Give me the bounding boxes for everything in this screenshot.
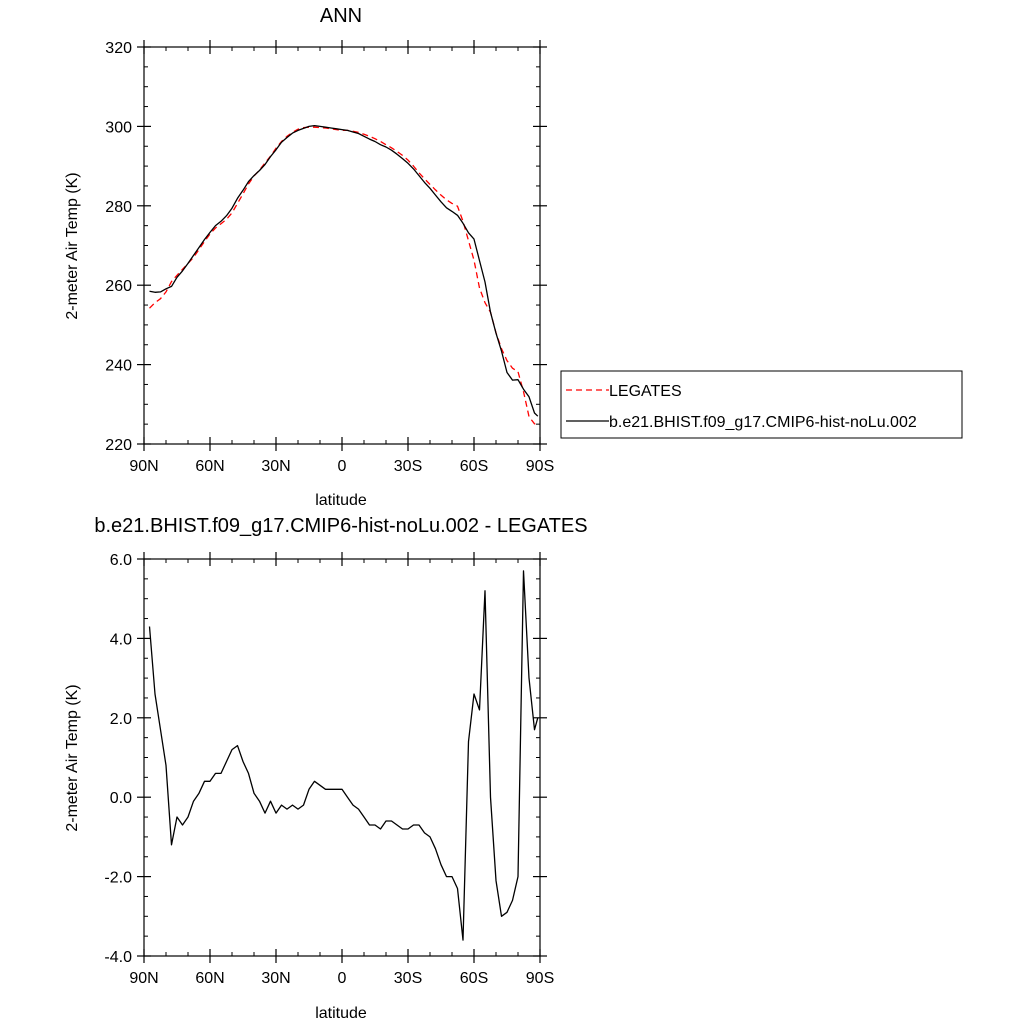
chart-title: ANN <box>320 5 362 27</box>
y-tick-label: -4.0 <box>104 949 132 966</box>
y-axis-label: 2-meter Air Temp (K) <box>64 684 81 831</box>
y-tick-label: 0.0 <box>110 790 132 807</box>
x-tick-label: 60S <box>460 970 488 987</box>
y-tick-label: 280 <box>105 199 132 216</box>
x-tick-label: 0 <box>338 458 347 475</box>
x-axis: 90N 60N 30N 0 30S 60S 90S <box>129 40 554 475</box>
y-tick-label: 300 <box>105 119 132 136</box>
legend-box <box>560 370 963 439</box>
x-tick-label: 90S <box>526 458 554 475</box>
plot-frame <box>143 46 541 445</box>
y-tick-label: 2.0 <box>110 711 132 728</box>
difference-panel: b.e21.BHIST.f09_g17.CMIP6-hist-noLu.002 … <box>64 515 588 1022</box>
x-tick-label: 30N <box>261 970 290 987</box>
legend-label-model: b.e21.BHIST.f09_g17.CMIP6-hist-noLu.002 <box>609 414 917 431</box>
y-tick-label: 4.0 <box>110 631 132 648</box>
y-tick-label: 240 <box>105 358 132 375</box>
x-tick-label: 90S <box>526 970 554 987</box>
x-tick-label: 60N <box>195 970 224 987</box>
x-tick-label: 30S <box>394 458 422 475</box>
y-axis: 220 240 260 280 300 320 <box>105 40 547 454</box>
x-axis-label: latitude <box>315 492 367 509</box>
series-line-0 <box>148 570 539 941</box>
x-tick-label: 30N <box>261 458 290 475</box>
y-tick-label: 260 <box>105 278 132 295</box>
series-layer <box>148 570 539 941</box>
x-tick-label: 30S <box>394 970 422 987</box>
series-line-1 <box>149 124 539 417</box>
plot-frame <box>143 558 541 957</box>
x-tick-label: 60N <box>195 458 224 475</box>
temperature-panel: ANN 90N 60N 30N 0 30S 60S 90S 220 240 260 280 300 3… <box>64 5 963 509</box>
series-line-0 <box>149 126 538 425</box>
y-tick-label: -2.0 <box>104 870 132 887</box>
x-tick-label: 0 <box>338 970 347 987</box>
series-layer <box>149 124 539 425</box>
y-tick-label: 6.0 <box>110 552 132 569</box>
y-tick-label: 220 <box>105 437 132 454</box>
y-tick-label: 320 <box>105 40 132 57</box>
legend: LEGATES b.e21.BHIST.f09_g17.CMIP6-hist-n… <box>560 370 963 439</box>
x-tick-label: 90N <box>129 970 158 987</box>
y-axis-label: 2-meter Air Temp (K) <box>64 172 81 319</box>
x-tick-label: 60S <box>460 458 488 475</box>
y-axis: -4.0 -2.0 0.0 2.0 4.0 6.0 <box>104 552 547 966</box>
x-axis: 90N 60N 30N 0 30S 60S 90S <box>129 552 554 987</box>
legend-label-legates: LEGATES <box>609 383 682 400</box>
x-tick-label: 90N <box>129 458 158 475</box>
x-axis-label: latitude <box>315 1005 367 1022</box>
chart-title: b.e21.BHIST.f09_g17.CMIP6-hist-noLu.002 … <box>94 515 587 537</box>
